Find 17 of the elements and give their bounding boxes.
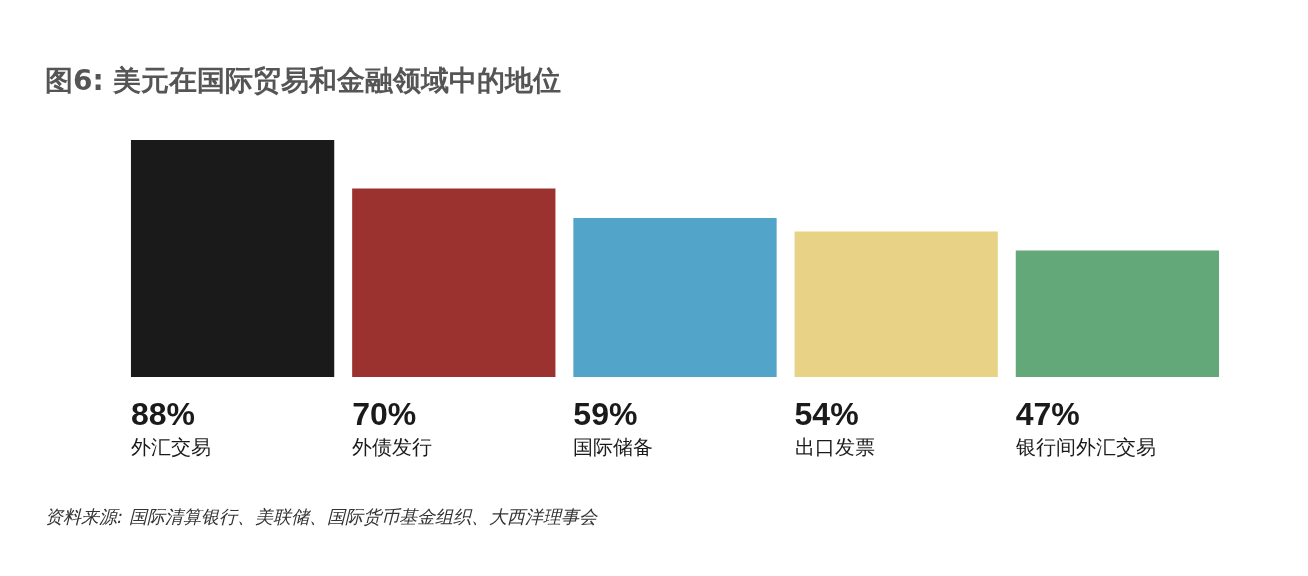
x-tick-label: 出口发票 [794, 435, 875, 459]
bar [352, 188, 556, 377]
data-label: 88% [130, 396, 196, 432]
data-label: 54% [794, 396, 859, 432]
bar [130, 140, 335, 377]
bar [794, 231, 998, 377]
bar [1015, 250, 1220, 377]
x-tick-label: 国际储备 [573, 435, 654, 459]
x-tick-label: 外汇交易 [130, 435, 211, 459]
x-tick-label: 外债发行 [352, 435, 433, 459]
bar [573, 218, 777, 377]
chart-title: 图6: 美元在国际贸易和金融领域中的地位 [45, 63, 562, 99]
data-label: 70% [352, 396, 417, 432]
text: 资料来源: 国际清算银行、美联储、国际货币基金组织、大西洋理事会 [45, 505, 597, 529]
x-tick-label: 银行间外汇交易 [1014, 435, 1156, 459]
data-label: 47% [1015, 396, 1080, 432]
data-label: 59% [573, 396, 638, 432]
